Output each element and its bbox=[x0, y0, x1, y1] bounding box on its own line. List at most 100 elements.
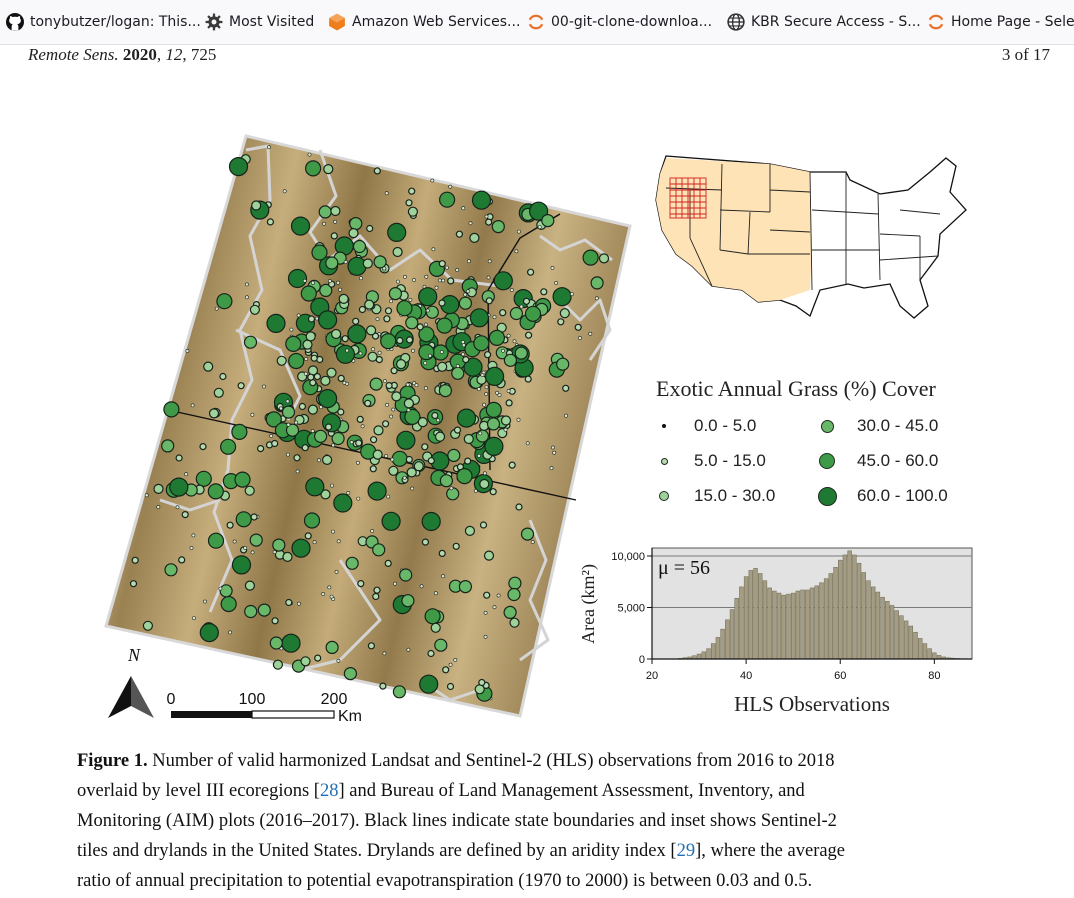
figure-caption: Figure 1. Number of valid harmonized Lan… bbox=[77, 746, 1002, 896]
histogram-bar bbox=[710, 643, 716, 660]
plot-point bbox=[428, 353, 432, 358]
scale-tick-label: 0 bbox=[167, 691, 176, 708]
plot-point bbox=[249, 304, 260, 315]
plot-point bbox=[524, 305, 542, 322]
bookmark-aws[interactable]: Amazon Web Services... bbox=[328, 11, 520, 33]
plot-point bbox=[355, 439, 363, 447]
bookmarks-toolbar: tonybutzer/logan: This... Most Visited A… bbox=[0, 0, 1074, 45]
plot-point bbox=[237, 382, 245, 390]
plot-point bbox=[323, 164, 334, 175]
plot-point bbox=[373, 425, 384, 436]
plot-point bbox=[276, 355, 287, 366]
plot-point bbox=[501, 348, 505, 353]
plot-point bbox=[503, 427, 508, 432]
plot-point bbox=[485, 218, 493, 226]
plot-point bbox=[372, 543, 386, 557]
plot-point bbox=[436, 418, 441, 423]
plot-point bbox=[486, 275, 491, 280]
y-tick-label: 0 bbox=[639, 654, 645, 666]
loading-icon bbox=[928, 14, 944, 30]
plot-point bbox=[317, 458, 321, 463]
plot-point bbox=[318, 205, 332, 219]
plot-point bbox=[461, 352, 465, 357]
plot-point bbox=[578, 336, 582, 340]
plot-point bbox=[469, 308, 489, 328]
plot-point bbox=[358, 351, 363, 356]
plot-point bbox=[564, 413, 569, 418]
plot-point bbox=[463, 357, 483, 377]
plot-point bbox=[493, 271, 513, 291]
plot-point bbox=[515, 503, 523, 511]
plot-point bbox=[272, 538, 286, 552]
plot-point bbox=[249, 533, 263, 547]
legend-label: 60.0 - 100.0 bbox=[857, 486, 948, 505]
bookmark-home-page[interactable]: Home Page - Sele bbox=[927, 11, 1074, 33]
histogram-bar bbox=[889, 605, 895, 660]
plot-point bbox=[392, 246, 403, 258]
plot-point bbox=[550, 265, 555, 270]
bookmark-most-visited[interactable]: Most Visited bbox=[205, 11, 314, 33]
plot-point bbox=[384, 559, 392, 568]
citation-link[interactable]: 29 bbox=[676, 841, 696, 861]
plot-point bbox=[458, 296, 472, 310]
legend-dot bbox=[820, 419, 834, 433]
histogram-bar bbox=[786, 593, 791, 660]
plot-point bbox=[266, 218, 274, 226]
histogram-bar bbox=[880, 596, 885, 660]
plot-point bbox=[360, 424, 365, 429]
plot-point bbox=[506, 389, 511, 393]
plot-point bbox=[244, 485, 255, 496]
plot-point bbox=[389, 299, 394, 304]
plot-point bbox=[391, 407, 396, 412]
histogram-bar bbox=[833, 567, 838, 660]
plot-point bbox=[359, 276, 363, 281]
plot-point bbox=[556, 357, 570, 371]
plot-point bbox=[464, 525, 475, 537]
plot-point bbox=[262, 384, 266, 389]
plot-point bbox=[385, 402, 390, 407]
plot-point bbox=[424, 274, 429, 279]
scale-bar: 0 100 200 Km bbox=[167, 691, 362, 725]
histogram-bar bbox=[729, 609, 735, 660]
plot-point bbox=[552, 287, 572, 307]
plot-point bbox=[218, 586, 223, 591]
plot-point bbox=[282, 189, 287, 194]
plot-point bbox=[419, 674, 439, 694]
plot-point bbox=[352, 317, 360, 325]
plot-point bbox=[396, 300, 413, 317]
plot-point bbox=[491, 220, 505, 234]
plot-point bbox=[131, 556, 139, 564]
plot-point bbox=[446, 682, 455, 691]
bookmark-kbr[interactable]: KBR Secure Access - S... bbox=[727, 11, 921, 33]
plot-point bbox=[129, 580, 138, 588]
legend-label: 45.0 - 60.0 bbox=[857, 451, 939, 470]
plot-point bbox=[508, 461, 516, 469]
plot-point bbox=[469, 232, 480, 243]
plot-point bbox=[322, 454, 333, 465]
plot-point bbox=[300, 285, 317, 302]
bookmark-github[interactable]: tonybutzer/logan: This... bbox=[6, 11, 201, 33]
plot-point bbox=[377, 350, 382, 355]
citation-link[interactable]: 28 bbox=[319, 781, 339, 801]
plot-point bbox=[405, 316, 419, 330]
bookmark-label: KBR Secure Access - S... bbox=[751, 14, 921, 30]
plot-point bbox=[219, 372, 227, 381]
plot-point bbox=[349, 217, 363, 231]
plot-point bbox=[451, 366, 465, 380]
plot-point bbox=[525, 441, 530, 446]
plot-point bbox=[557, 318, 565, 326]
plot-point bbox=[387, 222, 407, 242]
plot-point bbox=[337, 374, 345, 382]
plot-point bbox=[520, 527, 535, 541]
plot-point bbox=[338, 293, 349, 304]
legend-label: 15.0 - 30.0 bbox=[694, 486, 776, 505]
plot-point bbox=[431, 411, 439, 420]
plot-point bbox=[288, 352, 305, 370]
plot-point bbox=[524, 375, 532, 383]
plot-point bbox=[300, 656, 311, 667]
plot-point bbox=[287, 268, 308, 289]
histogram-bar bbox=[715, 637, 721, 660]
histogram-bar bbox=[861, 572, 866, 660]
bookmark-git-clone[interactable]: 00-git-clone-downloa... bbox=[527, 11, 712, 33]
plot-point bbox=[208, 408, 220, 419]
